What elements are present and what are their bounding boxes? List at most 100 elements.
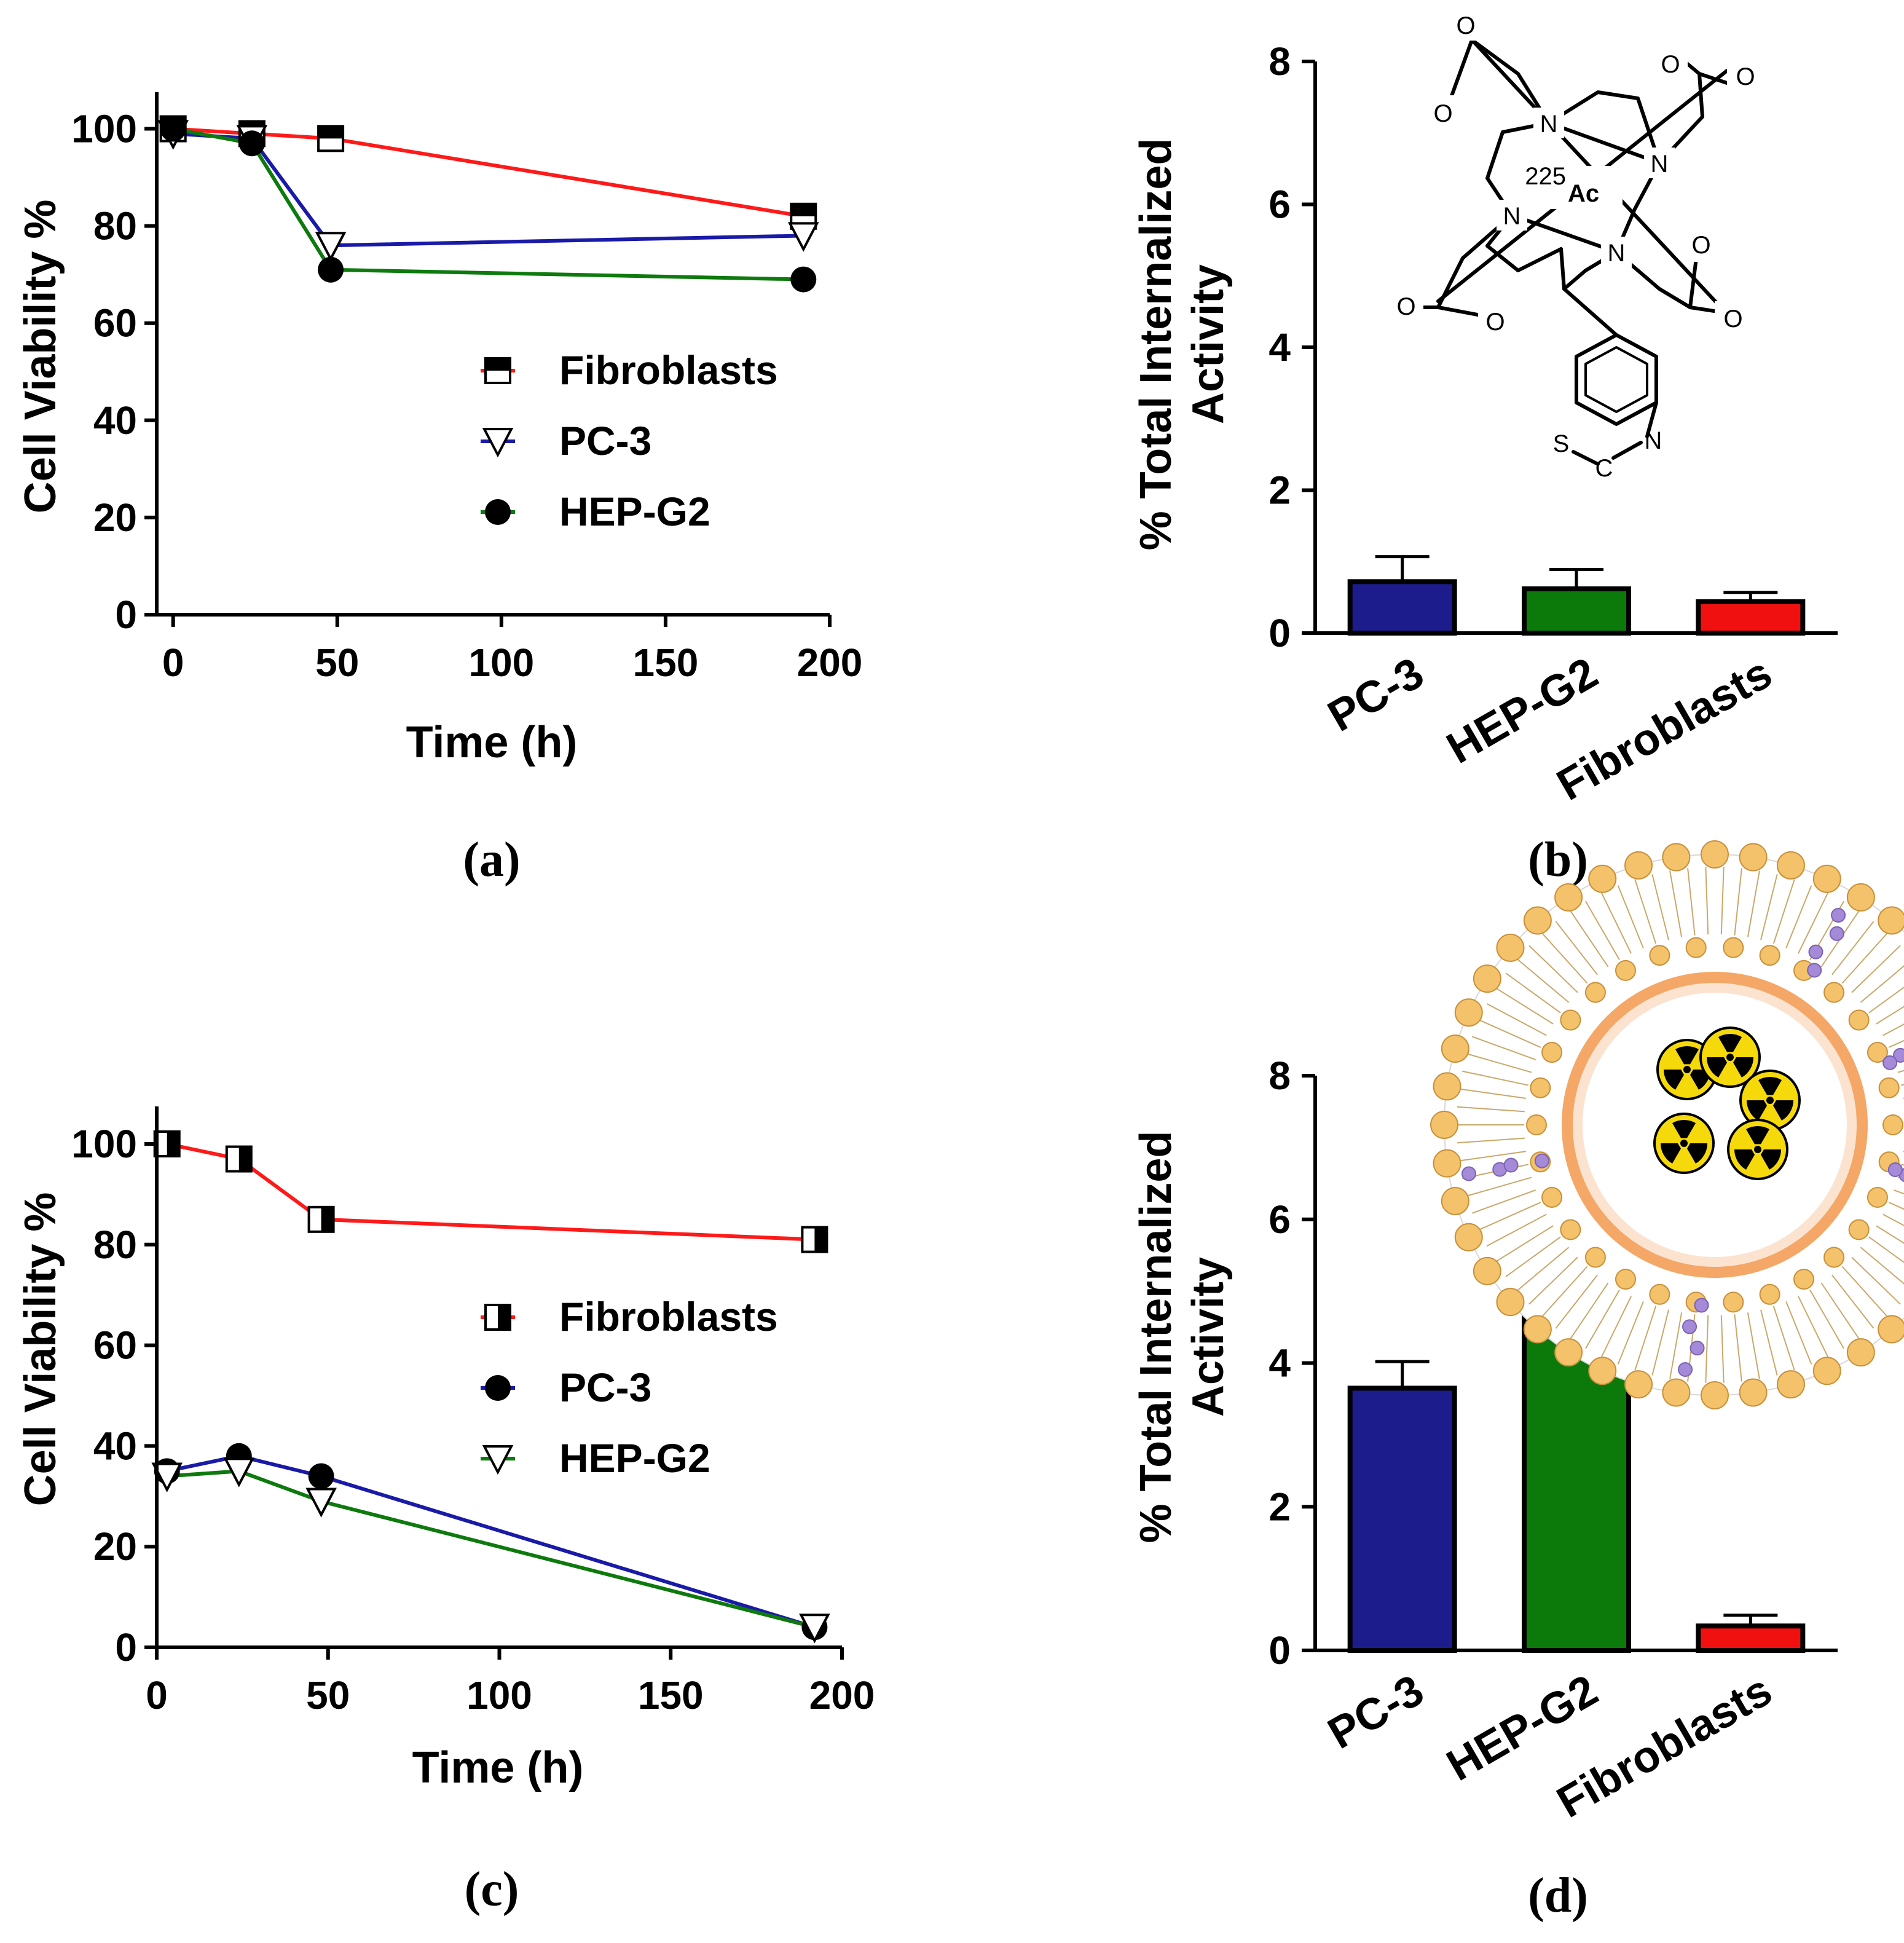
y-tick-label: 8 bbox=[1269, 1054, 1291, 1098]
lipid-tail bbox=[1734, 1314, 1742, 1382]
data-point-fibroblasts-fill bbox=[167, 1131, 179, 1156]
y-tick-label: 60 bbox=[93, 1323, 137, 1368]
linker-bead bbox=[1678, 1362, 1693, 1377]
benzene-ring bbox=[1575, 333, 1658, 426]
atom-bg bbox=[1644, 148, 1675, 178]
legend-marker bbox=[485, 1375, 511, 1401]
lipid-head-inner bbox=[1848, 1219, 1870, 1240]
radiation-icon bbox=[1739, 1070, 1801, 1131]
x-tick-label: 200 bbox=[797, 640, 863, 685]
lipid-tail bbox=[1651, 874, 1669, 940]
lipid-head bbox=[1739, 843, 1768, 872]
lipid-head bbox=[1701, 840, 1729, 869]
lipid-tail bbox=[1634, 1306, 1657, 1371]
isothiocyanate-bond bbox=[1572, 450, 1600, 466]
panel-b-y-axis-label-line1: % Total Internalized bbox=[1131, 138, 1181, 551]
radiation-icon-blade bbox=[1687, 1143, 1707, 1164]
lipid-head-inner bbox=[1685, 937, 1707, 958]
lipid-head-inner bbox=[1823, 982, 1845, 1003]
lipid-head bbox=[1846, 1338, 1875, 1367]
lipid-head-inner bbox=[1560, 1009, 1581, 1031]
atom-bg bbox=[1533, 108, 1564, 138]
legend-marker bbox=[482, 1445, 514, 1475]
macrocycle-bond bbox=[1485, 121, 1551, 217]
lipid-head-inner bbox=[1584, 982, 1606, 1003]
radiation-icon-blade bbox=[1758, 1077, 1782, 1095]
atom-bg bbox=[1478, 304, 1513, 339]
y-tick-label: 20 bbox=[93, 495, 137, 540]
lipid-head bbox=[1441, 1186, 1469, 1215]
lipid-tail bbox=[1669, 1312, 1683, 1379]
chelator-atom-labels: O O O O O O O O N N N N 225 Ac bbox=[1389, 6, 1761, 482]
lipid-tail bbox=[1772, 879, 1795, 944]
linker-bead bbox=[1461, 1166, 1476, 1181]
lipid-tail bbox=[1785, 1301, 1812, 1365]
y-tick-label: 2 bbox=[1269, 468, 1291, 513]
lipid-tail bbox=[1669, 870, 1683, 937]
legend-label: Fibroblasts bbox=[559, 1294, 778, 1339]
lipid-head bbox=[1776, 851, 1805, 880]
lipid-tail bbox=[1495, 987, 1554, 1025]
x-tick-label: 0 bbox=[162, 640, 184, 685]
data-point-pc-3 bbox=[308, 1463, 334, 1489]
lipid-tail bbox=[1466, 1176, 1532, 1197]
lipid-head-inner bbox=[1759, 945, 1780, 966]
lipid-tail bbox=[1495, 1225, 1554, 1263]
lipid-head bbox=[1454, 998, 1483, 1027]
lipid-head-inner bbox=[1649, 945, 1670, 966]
y-tick-label: 100 bbox=[71, 1122, 137, 1166]
legend-label: HEP-G2 bbox=[559, 1435, 710, 1481]
lipid-tail bbox=[1486, 1003, 1547, 1036]
lipid-head bbox=[1812, 864, 1841, 893]
acetate-bond bbox=[1688, 256, 1698, 309]
atom-bg bbox=[1684, 227, 1718, 262]
y-tick-label: 2 bbox=[1269, 1484, 1291, 1529]
atom-C: C bbox=[1595, 455, 1613, 482]
lipid-head bbox=[1662, 843, 1691, 872]
series-line-pc-3 bbox=[173, 132, 804, 248]
series-line-hep-g2 bbox=[167, 1469, 816, 1630]
lipid-tail bbox=[1785, 885, 1812, 948]
legend-label: PC-3 bbox=[559, 418, 651, 463]
x-tick-label: 100 bbox=[468, 640, 534, 685]
atom-N: N bbox=[1540, 111, 1558, 138]
linker-bead bbox=[1807, 963, 1822, 978]
lipid-tail bbox=[1841, 932, 1888, 984]
y-tick-label: 0 bbox=[115, 593, 137, 637]
atom-bg bbox=[1497, 200, 1527, 231]
lipid-tail bbox=[1458, 1088, 1527, 1099]
atom-bg bbox=[1447, 6, 1484, 41]
data-point-hep-g2 bbox=[151, 1462, 183, 1492]
lipid-tail bbox=[1841, 1266, 1888, 1317]
metal-atom-Ac: Ac bbox=[1568, 180, 1599, 207]
atom-O: O bbox=[1691, 232, 1710, 259]
lipid-head bbox=[1554, 1338, 1583, 1367]
linker-bead bbox=[1887, 1162, 1903, 1177]
linker-bead bbox=[1808, 944, 1823, 960]
atom-N: N bbox=[1608, 240, 1626, 267]
panel-d-y-axis-label-line1: % Total Internalized bbox=[1131, 1131, 1181, 1543]
lipid-head bbox=[1496, 933, 1525, 962]
lipid-head bbox=[1523, 1315, 1552, 1344]
lipid-tail bbox=[1555, 1274, 1598, 1329]
atom-bg bbox=[1389, 289, 1423, 323]
data-point-fibroblasts-fill bbox=[814, 1227, 827, 1252]
y-tick-label: 20 bbox=[93, 1524, 137, 1569]
lipid-tail bbox=[1882, 1023, 1904, 1036]
lipid-tail bbox=[1720, 867, 1725, 935]
lipid-tail bbox=[1868, 986, 1904, 1014]
radiation-icon-blade bbox=[1733, 1057, 1753, 1078]
radiation-icon-center bbox=[1754, 1146, 1761, 1153]
lipid-tail bbox=[1555, 921, 1598, 975]
lipid-head bbox=[1776, 1370, 1805, 1399]
lipid-head-inner bbox=[1867, 1042, 1888, 1063]
lipid-head bbox=[1701, 1381, 1729, 1409]
atom-O: O bbox=[1433, 100, 1452, 127]
lipid-tail bbox=[1705, 1315, 1709, 1383]
y-tick-label: 4 bbox=[1269, 1341, 1291, 1385]
lipid-tail bbox=[1760, 1309, 1778, 1376]
lipid-tail bbox=[1734, 868, 1742, 936]
lipid-head-inner bbox=[1649, 1283, 1670, 1305]
lipid-head bbox=[1523, 906, 1552, 935]
panel-c-y-axis-label: Cell Viability % bbox=[16, 1192, 65, 1507]
